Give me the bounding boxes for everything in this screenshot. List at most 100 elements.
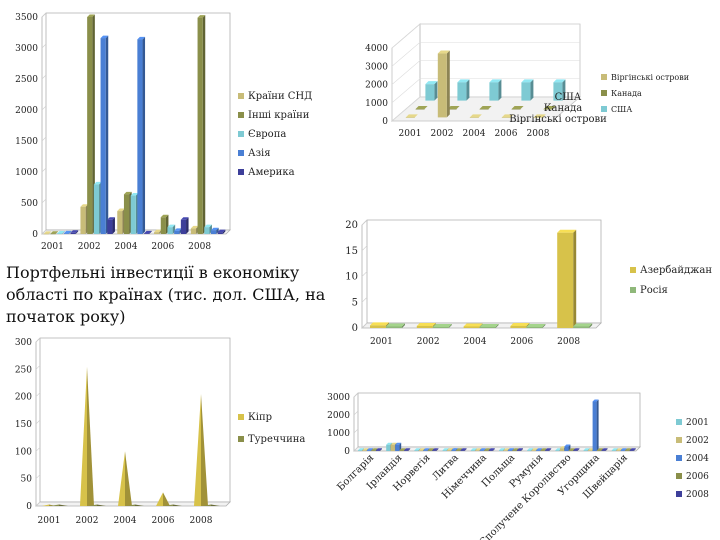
- bar-top: [533, 114, 546, 118]
- gridline: [41, 136, 47, 142]
- bar-top: [154, 229, 162, 233]
- legend-swatch: [238, 131, 244, 137]
- bar-side: [495, 323, 499, 328]
- gridline: [361, 245, 368, 251]
- chart-europe-countries: 0100020003000БолгаріяІрландіяНорвегіяЛит…: [327, 392, 709, 540]
- bar-face: [370, 325, 386, 328]
- y-tick-label: 300: [15, 338, 32, 348]
- bar-2008: [517, 448, 523, 451]
- bar-face: [479, 109, 489, 110]
- bar-face: [557, 232, 574, 328]
- gridline: [35, 419, 41, 425]
- x-tick-label: 2006: [151, 242, 174, 252]
- bar-top: [376, 448, 382, 451]
- legend-swatch: [601, 90, 607, 96]
- legend-label: Канада: [611, 89, 642, 98]
- bar-top: [503, 448, 510, 451]
- bar-side: [434, 81, 438, 101]
- bar-Канада: [447, 106, 460, 110]
- bar-face: [457, 82, 467, 101]
- gridline: [35, 474, 41, 479]
- spike-face: [202, 504, 211, 506]
- bar-face: [404, 450, 409, 451]
- bar-top: [545, 448, 552, 451]
- gridline: [41, 12, 47, 18]
- bar-Країни СНД: [117, 208, 125, 234]
- x-tick-label: 2001: [370, 337, 393, 347]
- bar-side: [605, 448, 608, 451]
- spike-side: [125, 451, 132, 506]
- bar-face: [456, 450, 461, 451]
- gridline: [391, 78, 580, 103]
- bar-face: [564, 446, 569, 451]
- bar-top: [517, 448, 523, 451]
- bar-face: [63, 233, 69, 234]
- spike-Кіпр: [118, 451, 132, 506]
- gridline: [35, 337, 41, 343]
- bar-Канада: [479, 106, 492, 110]
- x-tick-label: 2006: [510, 337, 533, 347]
- bar-top: [190, 225, 199, 229]
- bar-Інші країни: [123, 191, 132, 234]
- bar-face: [204, 227, 210, 234]
- bar-side: [589, 323, 593, 328]
- bar-face: [418, 450, 423, 451]
- bar-top: [510, 322, 530, 326]
- bar-face: [553, 82, 563, 101]
- bar-face: [499, 450, 503, 451]
- x-tick-label: 2002: [417, 337, 440, 347]
- bar-Росія: [479, 323, 499, 328]
- bar-top: [536, 448, 543, 451]
- bar-Віргінські острови: [437, 50, 450, 118]
- spike-Туреччина: [88, 504, 106, 506]
- legend: Азербайджан Росія: [630, 265, 712, 296]
- bar-2008: [404, 448, 411, 451]
- bar-top: [43, 231, 52, 234]
- bar-face: [210, 230, 217, 234]
- bar-side: [464, 448, 467, 451]
- bar-top: [160, 214, 169, 218]
- bar-face: [154, 232, 160, 234]
- spike-face: [194, 393, 201, 506]
- bar-Європа: [130, 193, 139, 234]
- legend-label: 2008: [686, 490, 709, 500]
- bar-face: [511, 109, 521, 110]
- bar-top: [469, 114, 482, 118]
- spike-Кіпр: [194, 393, 208, 506]
- bar-face: [217, 232, 223, 234]
- y-tick-label: 1000: [15, 168, 38, 178]
- bar-top: [592, 399, 599, 402]
- bar-face: [536, 450, 541, 451]
- bar-face: [568, 450, 573, 451]
- spike-side: [211, 504, 220, 506]
- bar-face: [559, 448, 564, 451]
- bar-Росія: [432, 323, 452, 328]
- bar-top: [87, 14, 95, 17]
- bar-side: [408, 448, 411, 451]
- bar-face: [416, 325, 433, 328]
- gridline: [35, 365, 41, 370]
- spike-side: [87, 366, 94, 506]
- bar-face: [395, 444, 400, 451]
- gridline: [35, 501, 41, 507]
- y-tick-label: 1500: [15, 137, 38, 147]
- bar-face: [588, 450, 593, 451]
- bar-side: [549, 448, 552, 451]
- bar-top: [526, 323, 546, 327]
- y-tick-label: 150: [15, 420, 32, 430]
- bar-США: [425, 81, 438, 101]
- bar-face: [583, 450, 588, 451]
- depth-label: Віргінські острови: [509, 114, 607, 125]
- spike-face: [126, 504, 135, 506]
- bar-top: [358, 448, 364, 451]
- bar-top: [137, 36, 146, 40]
- bar-Америка: [70, 230, 79, 234]
- spike-face: [156, 492, 163, 506]
- spike-Кіпр: [156, 492, 170, 506]
- chart-americas: 0 1000 2000 3000 4000 2001 2002 2004 2006 2008 США…: [365, 23, 689, 139]
- bar-top: [167, 224, 176, 228]
- bar-side: [216, 227, 219, 234]
- bar-top: [601, 448, 608, 451]
- bar-face: [531, 450, 536, 451]
- bar-face: [470, 450, 475, 451]
